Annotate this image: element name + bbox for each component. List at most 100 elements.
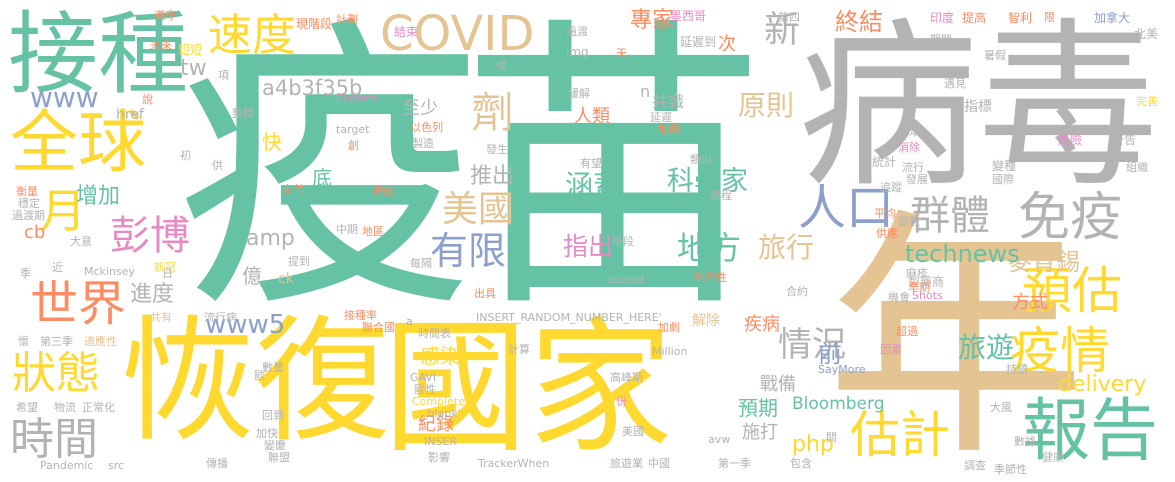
word: 遇見 (944, 77, 966, 90)
word: 麥肯錫 (1008, 248, 1080, 276)
word: 完善 (1136, 95, 1158, 108)
word: 國際 (992, 173, 1014, 186)
word: 懷 (18, 335, 29, 348)
word: 組織 (1126, 161, 1148, 174)
word: 劑 (465, 90, 514, 132)
word: a (406, 315, 413, 328)
word: Completely (412, 395, 475, 408)
word: technews (905, 240, 1020, 268)
word: 平均 (874, 207, 896, 220)
word: 結束 (394, 25, 419, 39)
word: SayMore (818, 363, 866, 376)
word: 季節性 (994, 463, 1027, 476)
word: 延遲 (650, 111, 672, 124)
word: 國家 (383, 304, 673, 473)
word: 地區 (362, 225, 384, 238)
word: 現階段 (296, 17, 333, 31)
word: 日 (162, 267, 173, 280)
word: 施打 (742, 422, 778, 443)
word: 暑假 (984, 49, 1006, 62)
word: 地方性 (694, 271, 727, 284)
word: 穩定 (18, 197, 40, 210)
word: 至少 (402, 98, 438, 119)
word: 緩解 (568, 87, 590, 100)
word: 增加 (76, 184, 121, 209)
word: 近 (52, 261, 63, 274)
word: 發展 (906, 173, 928, 186)
word: 億 (242, 264, 262, 288)
word: Mckinsey (84, 265, 135, 278)
word: 整體 (232, 107, 254, 120)
word: 供應 (876, 227, 898, 240)
word: 項 (218, 69, 229, 82)
word: 達成 (372, 185, 394, 198)
word: 第一季 (718, 457, 751, 470)
word: 智利 (1008, 11, 1033, 25)
word: 過渡 (566, 25, 588, 38)
word: n (640, 82, 651, 101)
word: 大風 (990, 401, 1012, 414)
word: Shots (912, 289, 943, 302)
word: 有限 (430, 229, 507, 273)
word: 大意 (70, 235, 92, 248)
word: 人類 (574, 106, 610, 127)
word: 份 (616, 395, 627, 408)
word: php (792, 432, 834, 457)
word: target (336, 123, 370, 136)
word: 恢復 (120, 303, 390, 460)
word: 新 (758, 10, 799, 46)
word: 第三季 (40, 335, 73, 348)
word: 原則 (738, 89, 795, 122)
word: img (566, 45, 589, 59)
word: 製藥商 (908, 275, 945, 289)
word: 美國 (622, 425, 644, 438)
word: 科學家 (667, 166, 748, 197)
word: 紀錄 (418, 414, 454, 435)
word: 加劇 (658, 123, 680, 136)
word: www (30, 81, 99, 114)
word: 類似 (690, 153, 712, 166)
word: 僅 (496, 59, 507, 72)
word: 影響 (428, 451, 450, 464)
word: 快 (262, 130, 282, 154)
word: 戰備 (760, 374, 796, 395)
word: 月 (40, 184, 86, 238)
word: 過渡期 (12, 209, 45, 222)
word: 時間 (10, 414, 98, 465)
word: 過程 (710, 189, 732, 202)
word: 第四 (778, 11, 800, 24)
word: INSERT_RANDOM_NUMBER_HERE' (476, 311, 662, 324)
word: 方式 (1012, 292, 1048, 313)
word: 計算 (508, 343, 530, 356)
word: 預估 (1022, 262, 1122, 320)
word: 消除 (898, 141, 920, 154)
word: 人口 (798, 180, 895, 236)
word: 階段 (612, 235, 634, 248)
word: 警告 (1112, 133, 1137, 147)
word: 加劇 (658, 321, 680, 334)
word: 指標 (964, 99, 992, 115)
word: 預期 (738, 396, 778, 420)
word: 聯合國 (362, 321, 395, 334)
word: 計劃 (336, 13, 358, 26)
word: 前 (818, 340, 842, 368)
word: 新冠 (154, 261, 176, 274)
word: 加拿大 (1094, 11, 1131, 25)
word: 狀態 (12, 348, 100, 399)
word: cb (24, 222, 46, 243)
word: 世界 (30, 276, 127, 332)
word: 提高 (962, 11, 987, 25)
word: 出具 (474, 287, 496, 300)
word: 聯盟 (268, 451, 290, 464)
word: 製造 (412, 137, 434, 150)
word: 適應性 (84, 335, 117, 348)
word: tw (180, 56, 207, 81)
word: TrackerWhen (478, 457, 550, 470)
word: 感染 (420, 344, 460, 368)
word: 物流 (54, 401, 76, 414)
word: 歐 (254, 369, 265, 382)
word: 估計 (850, 406, 950, 464)
word: 疫苗 (176, 0, 766, 348)
word: 地方 (677, 229, 742, 267)
